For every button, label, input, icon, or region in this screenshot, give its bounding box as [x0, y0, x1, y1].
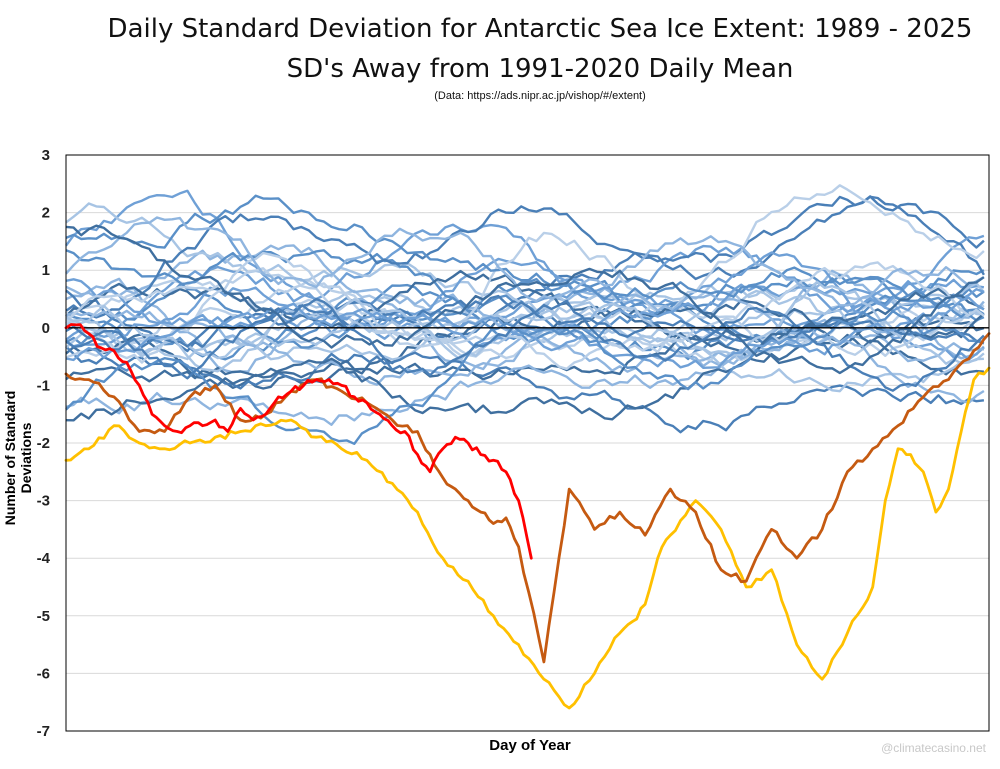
- background-year-line: [65, 294, 985, 351]
- y-tick-label: -4: [37, 550, 51, 567]
- highlight-year-series: [64, 323, 991, 710]
- y-tick-label: -1: [37, 377, 50, 394]
- y-tick-label: 2: [42, 205, 50, 222]
- background-year-line: [65, 202, 985, 344]
- background-year-line: [65, 195, 985, 319]
- y-tick-label: -3: [37, 493, 50, 510]
- background-year-line: [64, 184, 985, 364]
- series-line-2025: [64, 323, 533, 560]
- background-year-line: [65, 216, 985, 307]
- y-tick-label: 0: [42, 320, 50, 337]
- background-year-line: [65, 249, 985, 346]
- y-axis-label: Number of Standard Deviations: [2, 390, 34, 526]
- watermark: @climatecasino.net: [881, 741, 986, 755]
- y-tick-label: 3: [42, 147, 50, 164]
- y-tick-label: -6: [37, 665, 50, 682]
- background-year-line: [65, 194, 985, 319]
- background-year-line: [65, 224, 985, 375]
- background-year-line: [65, 345, 985, 434]
- y-tick-label: -5: [37, 608, 50, 625]
- chart-subtitle: SD's Away from 1991-2020 Daily Mean: [286, 54, 794, 84]
- background-year-line: [65, 293, 985, 404]
- y-tick-label: 1: [42, 262, 50, 279]
- series-line-2024: [64, 332, 991, 664]
- series-line-2023: [64, 366, 991, 710]
- background-year-line: [65, 249, 985, 349]
- data-source-note: (Data: https://ads.nipr.ac.jp/vishop/#/e…: [434, 90, 646, 102]
- background-year-line: [65, 297, 985, 392]
- chart-title: Daily Standard Deviation for Antarctic S…: [107, 14, 973, 44]
- y-tick-label: -2: [37, 435, 50, 452]
- background-year-series: [64, 184, 985, 445]
- y-tick-label: -7: [37, 723, 50, 740]
- background-year-line: [65, 269, 985, 344]
- background-year-line: [65, 300, 985, 393]
- plot-frame: [65, 154, 990, 732]
- y-tick-labels: 3 2 1 0 -1 -2 -3 -4 -5 -6 -7: [37, 147, 51, 740]
- x-axis-label: Day of Year: [489, 737, 571, 754]
